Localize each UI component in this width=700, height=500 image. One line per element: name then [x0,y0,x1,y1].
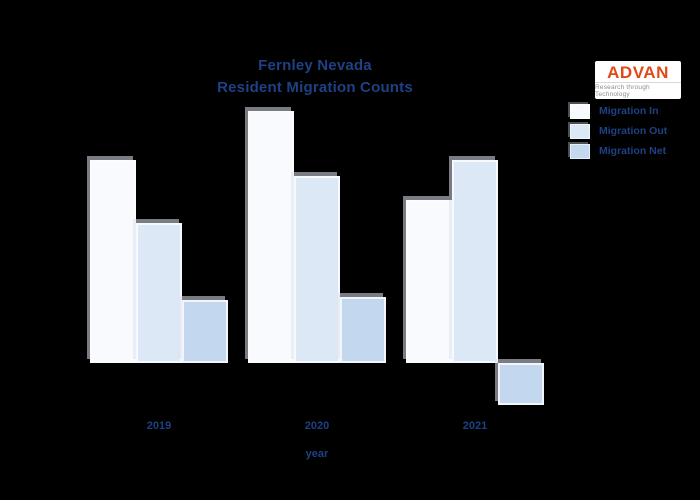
legend-item-migration-in: Migration In [570,101,667,121]
legend-item-migration-out: Migration Out [570,121,667,141]
advan-logo-tagline: Research through Technology [595,82,681,98]
bar-2019-migration-out [136,223,182,363]
legend-label: Migration In [599,105,659,117]
legend-swatch [570,123,590,139]
bar-2021-migration-net [498,363,544,405]
legend-item-migration-net: Migration Net [570,141,667,161]
bar-2020-migration-in [248,111,294,363]
legend-label: Migration Net [599,145,667,157]
legend-swatch [570,143,590,159]
chart-title-line-1: Fernley Nevada [258,57,372,74]
bar-2020-migration-net [340,297,386,363]
bar-2021-migration-out [452,160,498,363]
advan-logo: ADVAN Research through Technology [595,61,681,99]
advan-logo-wordmark: ADVAN [607,63,669,82]
chart-title-line-2: Resident Migration Counts [217,79,413,96]
x-tick-label-2021: 2021 [462,420,488,432]
bar-2021-migration-in [406,200,452,363]
bar-2020-migration-out [294,176,340,363]
bar-2019-migration-net [182,300,228,363]
x-tick-label-2020: 2020 [304,420,330,432]
chart-legend: Migration In Migration Out Migration Net [570,101,667,161]
legend-label: Migration Out [599,125,668,137]
x-axis-title: year [305,448,329,460]
bar-2019-migration-in [90,160,136,363]
x-tick-label-2019: 2019 [146,420,172,432]
legend-swatch [570,103,590,119]
